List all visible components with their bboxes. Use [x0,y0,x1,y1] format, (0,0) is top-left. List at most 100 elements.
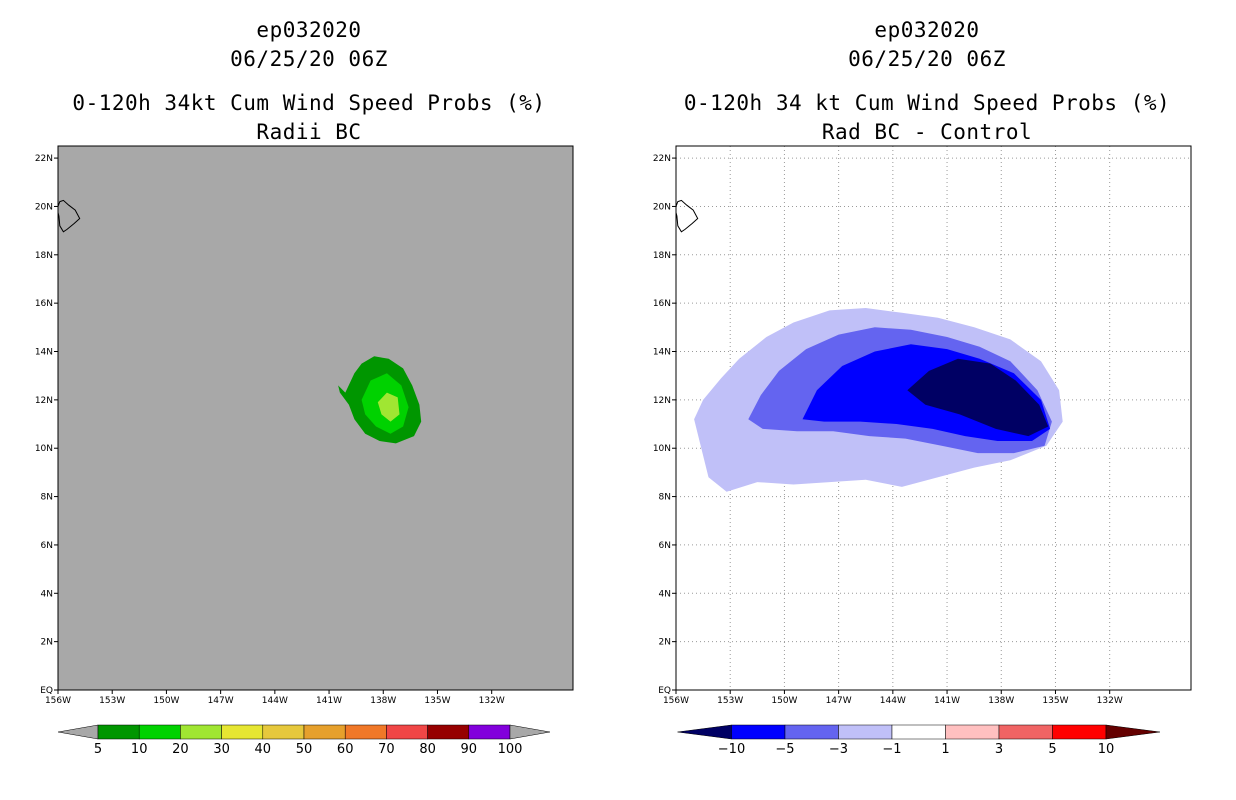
colorbar-label: 5 [94,742,102,757]
y-tick-label: 2N [41,638,53,648]
forecast-datetime: 06/25/20 06Z [848,47,1006,71]
storm-id: ep032020 [256,18,362,42]
colorbar-label: −10 [718,742,745,757]
difference-map: EQ 2N 4N 6N 8N 10N 12N 14N 16N 18N 20N 22N 156W 153W 1… [653,145,1192,757]
colorbar-label: 3 [995,742,1003,757]
y-tick-label: 20N [653,202,671,212]
colorbar-label: −5 [775,742,794,757]
colorbar-arrow-low [677,724,732,740]
colorbar-arrow-high [509,724,551,740]
colorbar-label: 80 [419,742,436,757]
colorbar-segment [945,724,1000,740]
y-tick-label: 14N [653,348,671,358]
x-tick-label: 150W [771,696,797,706]
x-tick-label: 147W [208,696,234,706]
colorbar-label: 30 [213,742,230,757]
colorbar-segment [97,724,140,740]
colorbar-segment [303,724,346,740]
colorbar-label: −3 [829,742,848,757]
colorbar-segment [468,724,511,740]
y-tick-label: 6N [659,541,671,551]
colorbar-label: 40 [255,742,272,757]
contour-minus-10 [907,358,1049,437]
x-tick-label: 132W [1097,696,1123,706]
x-tick-label: 156W [45,696,71,706]
y-tick-label: 4N [659,589,671,599]
y-tick-label: 20N [35,202,53,212]
y-tick-label: 4N [41,589,53,599]
x-tick-label: 144W [262,696,288,706]
y-tick-label: 8N [41,493,53,503]
x-tick-label: 150W [153,696,179,706]
x-tick-label: 153W [99,696,125,706]
x-tick-label: 147W [826,696,852,706]
x-tick-label: 141W [934,696,960,706]
y-tick-label: 14N [35,348,53,358]
plot-background [58,146,573,690]
chart-subtitle: Radii BC [256,120,362,144]
colorbar-segment [1052,724,1107,740]
chart-title: 0-120h 34 kt Cum Wind Speed Probs (%) [683,91,1171,115]
colorbar-label: 10 [1098,742,1115,757]
y-tick-label: 22N [653,154,671,164]
colorbar-segment [731,724,786,740]
x-tick-label: 135W [1042,696,1068,706]
colorbar-segment [221,724,264,740]
colorbar-segment [838,724,893,740]
y-tick-label: 12N [653,396,671,406]
y-tick-label: 6N [41,541,53,551]
probability-map: EQ 2N 4N 6N 8N 10N 12N 14N 16N 18N 20N 22N 156W 153W 1… [35,145,574,757]
left-panel: ep032020 06/25/20 06Z 0-120h 34kt Cum Wi… [35,18,574,757]
colorbar-segment [180,724,222,740]
x-tick-label: 153W [717,696,743,706]
colorbar-label: 70 [378,742,395,757]
storm-id: ep032020 [874,18,980,42]
right-panel: ep032020 06/25/20 06Z 0-120h 34 kt Cum W… [618,0,1236,800]
colorbar-label: 1 [941,742,949,757]
plot-frame [675,145,1192,691]
y-tick-label: 16N [653,299,671,309]
plot-frame [57,145,574,691]
land-outline [676,199,699,233]
colorbar-segment [344,724,387,740]
colorbar-arrow-high [1105,724,1161,740]
y-tick-label: 16N [35,299,53,309]
y-tick-label: 18N [35,251,53,261]
colorbar-label: 50 [296,742,313,757]
colorbar: 5 10 20 30 40 50 60 70 80 90 100 [57,724,551,757]
y-tick-label: 2N [659,638,671,648]
forecast-datetime: 06/25/20 06Z [230,47,388,71]
y-tick-label: 10N [35,444,53,454]
colorbar-arrow-low [57,724,99,740]
colorbar-label: 60 [337,742,354,757]
x-tick-label: 141W [316,696,342,706]
x-tick-label: 132W [479,696,505,706]
chart-subtitle: Rad BC - Control [821,120,1033,144]
x-tick-label: 138W [370,696,396,706]
colorbar-segment [262,724,305,740]
colorbar-segment [427,724,470,740]
colorbar-label: 90 [461,742,478,757]
colorbar-label: 10 [131,742,148,757]
x-tick-label: 138W [988,696,1014,706]
land-outline [58,199,81,233]
x-tick-label: 144W [880,696,906,706]
colorbar-segment [386,724,428,740]
y-tick-label: EQ [658,686,671,696]
colorbar-segment [891,724,946,740]
colorbar-segment [998,724,1053,740]
y-tick-label: 18N [653,251,671,261]
colorbar-segment [138,724,181,740]
x-tick-label: 135W [424,696,450,706]
colorbar-label: −1 [882,742,901,757]
colorbar: −10 −5 −3 −1 1 3 5 10 [677,724,1161,757]
y-tick-label: 8N [659,493,671,503]
colorbar-label: 20 [172,742,189,757]
y-tick-label: 12N [35,396,53,406]
chart-title: 0-120h 34kt Cum Wind Speed Probs (%) [72,91,546,115]
colorbar-label: 100 [498,742,523,757]
y-tick-label: 22N [35,154,53,164]
colorbar-segment [784,724,839,740]
y-tick-label: EQ [40,686,53,696]
contour-20 [377,392,400,422]
